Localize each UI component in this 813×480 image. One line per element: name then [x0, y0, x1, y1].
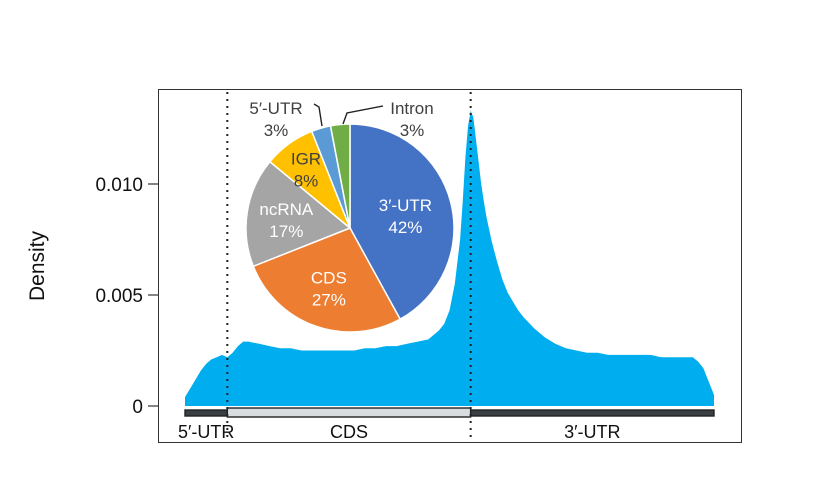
region-segment: [226, 407, 472, 418]
pie-slice: [252, 227, 402, 333]
pie-slice-value: 3%: [400, 121, 425, 140]
region-label: CDS: [330, 422, 368, 442]
region-segment: [184, 409, 229, 417]
pie-slice-value: 42%: [388, 218, 422, 237]
pie-slice-value: 8%: [294, 171, 319, 190]
pie-callout-line: [313, 103, 323, 127]
pie-chart: 3′-UTR 42% CDS 27% ncRNA 17% IGR 8% 5′-UTR 3% Intr…: [245, 99, 455, 333]
density-area: [185, 110, 714, 406]
y-tick-label: 0.010: [95, 175, 143, 196]
region-label: 3′-UTR: [564, 422, 620, 442]
pie-slice-value: 27%: [312, 291, 346, 310]
pie-callout-line: [342, 105, 384, 125]
y-axis: 0 0.005 0.010: [95, 175, 158, 418]
y-tick-label: 0: [132, 397, 143, 418]
pie-slice-label: CDS: [311, 269, 347, 288]
y-tick-label: 0.005: [95, 286, 143, 307]
y-axis-label: Density: [26, 230, 49, 301]
region-label: 5′-UTR: [178, 422, 234, 442]
pie-slice: [329, 123, 351, 229]
pie-slice-label: 5′-UTR: [249, 99, 302, 118]
pie-slice: [349, 123, 455, 321]
plot-frame: [158, 89, 742, 443]
pie-slice-value: 3%: [264, 121, 289, 140]
pie-slice-label: ncRNA: [259, 200, 314, 219]
region-segment: [469, 409, 715, 417]
region-boundary-lines: [226, 92, 472, 442]
transcript-region-bar: 5′-UTR CDS 3′-UTR: [178, 407, 715, 442]
pie-slice-value: 17%: [269, 222, 303, 241]
pie-slice-label: Intron: [390, 99, 433, 118]
pie-slice-label: IGR: [291, 149, 321, 168]
pie-slice-label: 3′-UTR: [379, 196, 432, 215]
pie-slice: [245, 160, 352, 268]
